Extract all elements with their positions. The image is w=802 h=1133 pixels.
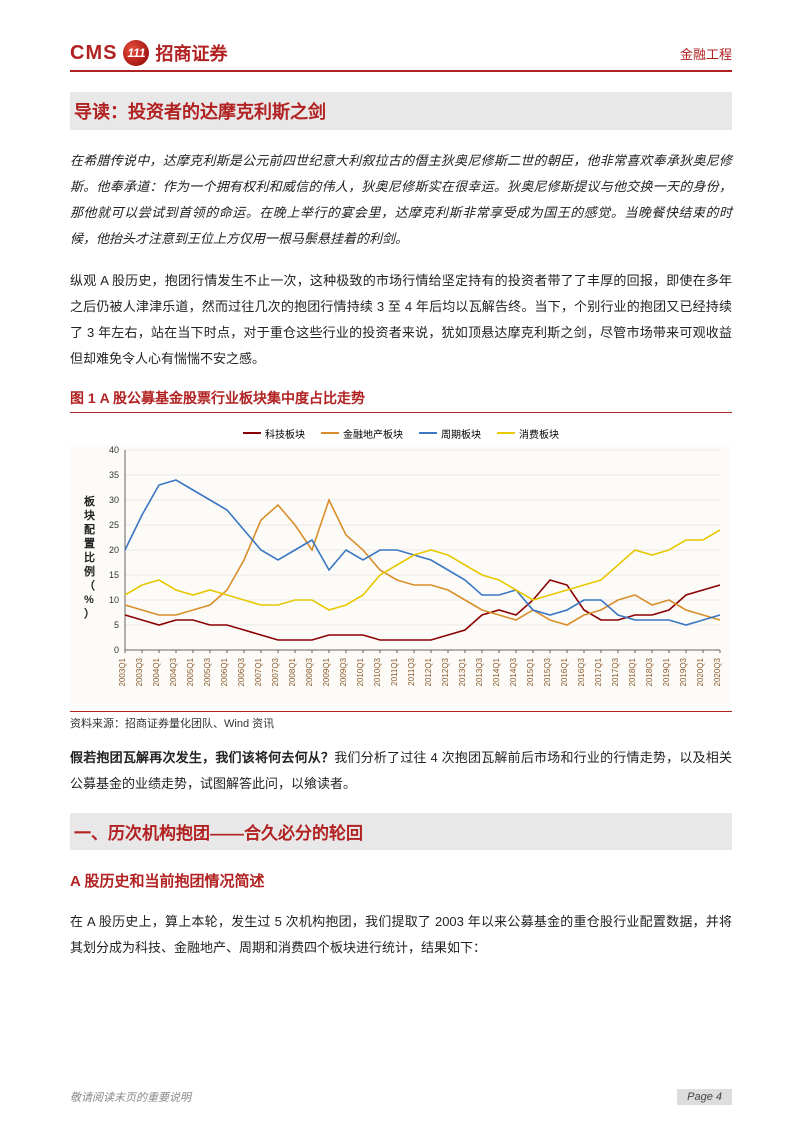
- svg-text:2004Q1: 2004Q1: [152, 657, 161, 686]
- svg-text:2014Q3: 2014Q3: [509, 657, 518, 686]
- svg-text:2012Q1: 2012Q1: [424, 657, 433, 686]
- svg-text:2009Q1: 2009Q1: [322, 657, 331, 686]
- svg-text:2008Q1: 2008Q1: [288, 657, 297, 686]
- intro-paragraph-1: 在希腊传说中，达摩克利斯是公元前四世纪意大利叙拉古的僭主狄奥尼修斯二世的朝臣，他…: [70, 148, 732, 252]
- svg-text:2010Q1: 2010Q1: [356, 657, 365, 686]
- logo: CMS 111 招商证券: [70, 40, 227, 66]
- svg-text:块: 块: [84, 508, 96, 522]
- header-category: 金融工程: [680, 44, 732, 63]
- section1-title: 一、历次机构抱团——合久必分的轮回: [70, 813, 732, 850]
- svg-text:比: 比: [84, 550, 95, 564]
- section1-subhead: A 股历史和当前抱团情况简述: [70, 870, 732, 891]
- svg-text:2015Q3: 2015Q3: [543, 657, 552, 686]
- svg-text:2005Q3: 2005Q3: [203, 657, 212, 686]
- svg-text:2020Q1: 2020Q1: [696, 657, 705, 686]
- svg-text:40: 40: [109, 445, 119, 455]
- svg-text:2016Q3: 2016Q3: [577, 657, 586, 686]
- svg-text:10: 10: [109, 595, 119, 605]
- legend-item: 金融地产板块: [321, 426, 403, 441]
- svg-text:2014Q1: 2014Q1: [492, 657, 501, 686]
- svg-text:5: 5: [114, 620, 119, 630]
- svg-text:置: 置: [84, 537, 95, 550]
- svg-text:15: 15: [109, 570, 119, 580]
- svg-text:配: 配: [84, 522, 95, 536]
- concentration-chart: 0 5 10 15 20 25 30 35 40 板块配置比例（%） 2003Q1 2003Q3 200…: [70, 445, 732, 705]
- svg-text:2019Q3: 2019Q3: [679, 657, 688, 686]
- svg-text:2013Q1: 2013Q1: [458, 657, 467, 686]
- svg-text:2011Q1: 2011Q1: [390, 657, 399, 685]
- svg-text:例: 例: [84, 564, 95, 578]
- svg-text:板: 板: [84, 494, 96, 508]
- legend-item: 周期板块: [419, 426, 481, 441]
- svg-text:2007Q3: 2007Q3: [271, 657, 280, 686]
- page-header: CMS 111 招商证券 金融工程: [70, 40, 732, 72]
- svg-text:0: 0: [114, 645, 119, 655]
- svg-text:2017Q1: 2017Q1: [594, 657, 603, 686]
- logo-badge-icon: 111: [123, 40, 149, 66]
- svg-text:2009Q3: 2009Q3: [339, 657, 348, 686]
- svg-text:）: ）: [84, 607, 95, 620]
- chart-legend: 科技板块 金融地产板块 周期板块 消费板块: [70, 421, 732, 441]
- legend-item: 科技板块: [243, 426, 305, 441]
- svg-text:2011Q3: 2011Q3: [407, 657, 416, 685]
- after-chart-lead: 假若抱团瓦解再次发生，我们该将何去何从？: [70, 750, 334, 765]
- svg-text:%: %: [84, 594, 94, 606]
- footer-note: 敬请阅读末页的重要说明: [70, 1089, 191, 1105]
- svg-text:2006Q3: 2006Q3: [237, 657, 246, 686]
- footer-page-number: Page 4: [677, 1089, 732, 1105]
- legend-item: 消费板块: [497, 426, 559, 441]
- logo-cms-text: CMS: [70, 42, 117, 65]
- svg-text:2018Q1: 2018Q1: [628, 657, 637, 686]
- intro-paragraph-2: 纵观 A 股历史，抱团行情发生不止一次，这种极致的市场行情给坚定持有的投资者带了…: [70, 268, 732, 372]
- intro-title: 导读：投资者的达摩克利斯之剑: [70, 92, 732, 130]
- svg-text:30: 30: [109, 495, 119, 505]
- after-chart-paragraph: 假若抱团瓦解再次发生，我们该将何去何从？我们分析了过往 4 次抱团瓦解前后市场和…: [70, 745, 732, 797]
- svg-text:2019Q1: 2019Q1: [662, 657, 671, 686]
- svg-text:2012Q3: 2012Q3: [441, 657, 450, 686]
- svg-text:2013Q3: 2013Q3: [475, 657, 484, 686]
- svg-text:2010Q3: 2010Q3: [373, 657, 382, 686]
- chart-title: 图 1 A 股公募基金股票行业板块集中度占比走势: [70, 388, 732, 413]
- svg-text:2007Q1: 2007Q1: [254, 657, 263, 686]
- page-footer: 敬请阅读末页的重要说明 Page 4: [70, 1089, 732, 1105]
- svg-text:2008Q3: 2008Q3: [305, 657, 314, 686]
- svg-text:（: （: [84, 579, 95, 592]
- svg-text:20: 20: [109, 545, 119, 555]
- svg-text:2003Q1: 2003Q1: [118, 657, 127, 686]
- svg-text:2016Q1: 2016Q1: [560, 657, 569, 686]
- section1-paragraph-1: 在 A 股历史上，算上本轮，发生过 5 次机构抱团，我们提取了 2003 年以来…: [70, 909, 732, 961]
- svg-text:35: 35: [109, 470, 119, 480]
- svg-text:25: 25: [109, 520, 119, 530]
- logo-cn-text: 招商证券: [155, 40, 227, 66]
- svg-text:2003Q3: 2003Q3: [135, 657, 144, 686]
- svg-text:2006Q1: 2006Q1: [220, 657, 229, 686]
- svg-text:2004Q3: 2004Q3: [169, 657, 178, 686]
- svg-text:2020Q3: 2020Q3: [713, 657, 722, 686]
- svg-text:2018Q3: 2018Q3: [645, 657, 654, 686]
- svg-text:2005Q1: 2005Q1: [186, 657, 195, 686]
- svg-text:2015Q1: 2015Q1: [526, 657, 535, 686]
- svg-text:2017Q3: 2017Q3: [611, 657, 620, 686]
- chart-source: 资料来源：招商证券量化团队、Wind 资讯: [70, 711, 732, 731]
